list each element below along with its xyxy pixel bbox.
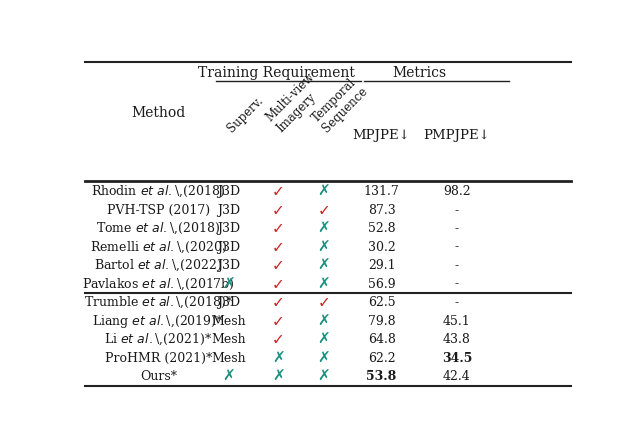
Text: 34.5: 34.5 [442, 352, 472, 364]
Text: 42.4: 42.4 [443, 370, 471, 383]
Text: -: - [455, 259, 459, 272]
Text: ✓: ✓ [272, 332, 285, 347]
Text: 30.2: 30.2 [368, 240, 396, 254]
Text: J3D: J3D [217, 185, 241, 198]
Text: ✗: ✗ [317, 350, 330, 366]
Text: PVH-TSP (2017): PVH-TSP (2017) [107, 204, 210, 217]
Text: -: - [455, 204, 459, 217]
Text: MPJPE↓: MPJPE↓ [353, 129, 410, 141]
Text: Superv.: Superv. [225, 94, 266, 135]
Text: Trumble $\it{et\ al.}$\,(2018)*: Trumble $\it{et\ al.}$\,(2018)* [84, 295, 233, 310]
Text: Pavlakos $\it{et\ al.}$\,(2017b): Pavlakos $\it{et\ al.}$\,(2017b) [82, 276, 235, 292]
Text: ✗: ✗ [317, 314, 330, 328]
Text: ✓: ✓ [272, 276, 285, 292]
Text: 29.1: 29.1 [368, 259, 396, 272]
Text: ✗: ✗ [317, 184, 330, 199]
Text: Multi-view
Imagery: Multi-view Imagery [264, 71, 328, 135]
Text: ✓: ✓ [272, 295, 285, 310]
Text: 43.8: 43.8 [443, 333, 471, 346]
Text: J3D: J3D [217, 296, 241, 309]
Text: Method: Method [131, 106, 186, 120]
Text: ✗: ✗ [317, 332, 330, 347]
Text: ✗: ✗ [317, 240, 330, 254]
Text: ✓: ✓ [317, 295, 330, 310]
Text: Ours*: Ours* [140, 370, 177, 383]
Text: ✓: ✓ [272, 314, 285, 328]
Text: J3D: J3D [217, 259, 241, 272]
Text: Temporal
Sequence: Temporal Sequence [309, 74, 370, 135]
Text: ✗: ✗ [317, 276, 330, 292]
Text: 62.5: 62.5 [368, 296, 396, 309]
Text: 98.2: 98.2 [443, 185, 471, 198]
Text: ✓: ✓ [272, 184, 285, 199]
Text: Mesh: Mesh [211, 333, 246, 346]
Text: 131.7: 131.7 [364, 185, 399, 198]
Text: 79.8: 79.8 [368, 314, 396, 328]
Text: ✓: ✓ [272, 221, 285, 236]
Text: -: - [455, 222, 459, 235]
Text: 56.9: 56.9 [368, 278, 396, 290]
Text: Li $\it{et\ al.}$\,(2021)*: Li $\it{et\ al.}$\,(2021)* [104, 332, 212, 347]
Text: ✗: ✗ [223, 369, 235, 384]
Text: ✗: ✗ [317, 369, 330, 384]
Text: 53.8: 53.8 [367, 370, 397, 383]
Text: ✓: ✓ [272, 203, 285, 218]
Text: J3D: J3D [217, 204, 241, 217]
Text: 64.8: 64.8 [367, 333, 396, 346]
Text: Metrics: Metrics [392, 67, 446, 81]
Text: ProHMR (2021)*: ProHMR (2021)* [105, 352, 212, 364]
Text: Tome $\it{et\ al.}$\,(2018): Tome $\it{et\ al.}$\,(2018) [97, 221, 220, 237]
Text: 87.3: 87.3 [368, 204, 396, 217]
Text: Bartol $\it{et\ al.}$\,(2022): Bartol $\it{et\ al.}$\,(2022) [94, 258, 223, 273]
Text: -: - [455, 278, 459, 290]
Text: Remelli $\it{et\ al.}$\,(2020): Remelli $\it{et\ al.}$\,(2020) [90, 240, 227, 255]
Text: -: - [455, 296, 459, 309]
Text: PMPJPE↓: PMPJPE↓ [424, 129, 490, 141]
Text: Mesh: Mesh [211, 352, 246, 364]
Text: ✓: ✓ [272, 258, 285, 273]
Text: Liang $\it{et\ al.}$\,(2019)*: Liang $\it{et\ al.}$\,(2019)* [93, 313, 224, 329]
Text: Mesh: Mesh [211, 314, 246, 328]
Text: 45.1: 45.1 [443, 314, 471, 328]
Text: J3D: J3D [217, 222, 241, 235]
Text: ✗: ✗ [317, 258, 330, 273]
Text: ✗: ✗ [223, 276, 235, 292]
Text: ✓: ✓ [272, 240, 285, 254]
Text: ✓: ✓ [317, 203, 330, 218]
Text: 62.2: 62.2 [368, 352, 396, 364]
Text: ✗: ✗ [272, 369, 285, 384]
Text: Training Requirement: Training Requirement [198, 67, 355, 81]
Text: ✗: ✗ [317, 221, 330, 236]
Text: J3D: J3D [217, 240, 241, 254]
Text: 52.8: 52.8 [368, 222, 396, 235]
Text: Rhodin $\it{et\ al.}$\,(2018): Rhodin $\it{et\ al.}$\,(2018) [92, 184, 225, 199]
Text: -: - [455, 240, 459, 254]
Text: ✗: ✗ [272, 350, 285, 366]
